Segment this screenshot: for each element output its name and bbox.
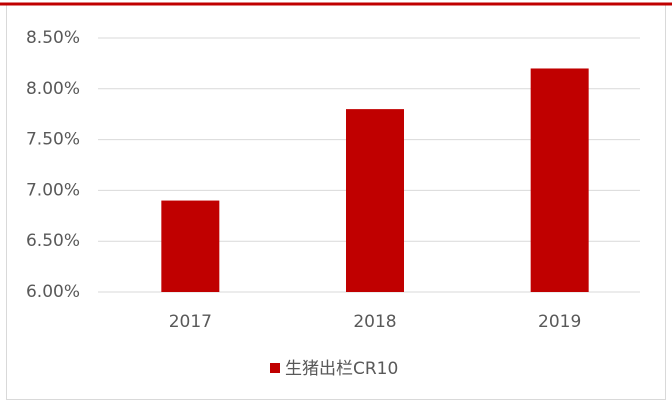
bar xyxy=(161,200,220,292)
x-tick-label: 2017 xyxy=(169,312,212,332)
y-tick-label: 7.00% xyxy=(26,180,80,200)
bar xyxy=(346,109,404,293)
y-tick-label: 6.50% xyxy=(26,231,80,251)
y-tick-label: 6.00% xyxy=(26,282,80,302)
y-tick-label: 8.50% xyxy=(26,28,80,48)
x-tick-label: 2019 xyxy=(538,312,581,332)
x-tick-label: 2018 xyxy=(353,312,396,332)
legend-swatch xyxy=(270,363,280,373)
bar xyxy=(530,68,589,292)
y-tick-label: 7.50% xyxy=(26,130,80,150)
legend-label: 生猪出栏CR10 xyxy=(285,359,398,379)
y-tick-label: 8.00% xyxy=(26,79,80,99)
